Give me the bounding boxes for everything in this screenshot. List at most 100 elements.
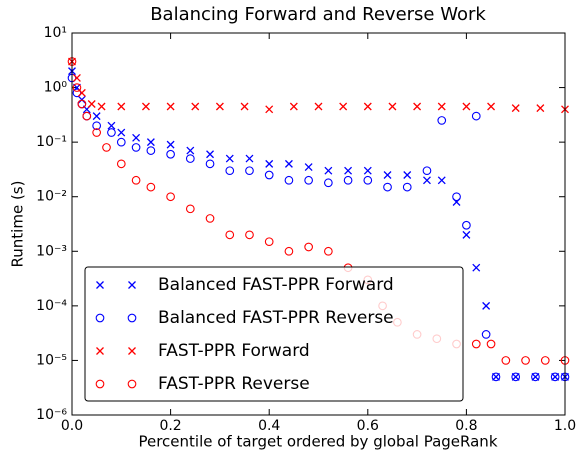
x-marker-stroke <box>314 102 323 111</box>
x-marker-stroke <box>413 102 422 111</box>
x-marker-stroke <box>206 150 214 159</box>
x-tick-label: 0.6 <box>357 418 379 434</box>
x-tick-label: 1.0 <box>554 418 576 434</box>
circle-marker <box>245 166 254 176</box>
x-marker <box>462 102 471 111</box>
circle-marker <box>146 146 156 155</box>
x-marker <box>363 166 372 175</box>
x-marker <box>511 372 520 381</box>
circle-marker <box>471 339 481 349</box>
x-marker <box>117 128 126 137</box>
legend-marker <box>95 313 105 323</box>
x-marker-stroke <box>117 128 126 137</box>
x-marker-stroke <box>265 105 274 114</box>
legend-marker <box>128 347 136 355</box>
x-marker <box>423 176 431 185</box>
y-tick-label: 10⁰ <box>44 80 68 96</box>
x-tick-label: 0.8 <box>455 418 477 434</box>
x-marker-stroke <box>265 159 274 168</box>
x-marker <box>166 140 175 149</box>
y-tick-label: 10⁻⁶ <box>36 407 67 423</box>
x-marker-stroke <box>536 104 545 113</box>
x-marker <box>146 138 155 147</box>
circle-marker <box>511 372 521 382</box>
x-marker <box>117 102 126 111</box>
x-marker-stroke <box>482 301 491 310</box>
circle-marker <box>486 339 496 349</box>
x-marker <box>132 133 141 142</box>
legend-marker <box>95 379 105 389</box>
x-marker-stroke <box>551 372 560 381</box>
circle-marker <box>491 372 501 382</box>
x-marker <box>87 100 96 108</box>
x-marker-stroke <box>339 102 348 111</box>
x-marker <box>240 102 249 111</box>
chart-title: Balancing Forward and Reverse Work <box>150 4 486 25</box>
x-marker <box>531 372 540 381</box>
circle-marker <box>471 111 481 121</box>
x-marker <box>191 102 200 111</box>
x-marker <box>141 102 150 111</box>
circle-marker <box>531 372 540 382</box>
circle-marker <box>363 175 373 185</box>
x-marker-stroke <box>96 281 104 289</box>
x-marker-stroke <box>437 176 446 185</box>
x-marker-stroke <box>240 102 249 111</box>
x-marker <box>492 372 500 381</box>
x-marker <box>551 372 560 381</box>
x-marker-stroke <box>289 102 298 111</box>
x-marker-stroke <box>363 166 372 175</box>
x-marker <box>437 102 446 111</box>
circle-marker <box>540 356 550 365</box>
x-marker <box>482 301 491 310</box>
x-marker-stroke <box>304 163 313 171</box>
x-marker <box>437 176 446 185</box>
circle-marker <box>284 175 294 185</box>
circle-marker <box>185 204 195 214</box>
circle-marker <box>72 88 82 98</box>
circle-marker <box>324 178 333 188</box>
y-tick-label: 10¹ <box>44 25 67 41</box>
y-tick-label: 10⁻³ <box>36 243 67 259</box>
legend-marker <box>127 313 137 323</box>
circle-marker <box>304 175 313 185</box>
x-marker-stroke <box>511 372 520 381</box>
legend-label: FAST-PPR Reverse <box>158 374 310 394</box>
circle-marker <box>92 128 101 137</box>
x-marker-stroke <box>72 74 81 82</box>
circle-marker <box>264 170 274 180</box>
circle-marker <box>107 128 116 137</box>
x-marker <box>186 146 195 155</box>
x-marker <box>304 163 313 171</box>
x-marker <box>511 104 520 113</box>
legend-box <box>84 266 464 402</box>
x-marker-stroke <box>141 102 150 111</box>
x-marker <box>97 102 106 111</box>
circle-marker <box>550 372 560 382</box>
circle-marker <box>205 159 215 169</box>
x-marker <box>215 102 224 111</box>
circle-marker <box>116 137 126 147</box>
x-marker <box>403 171 412 179</box>
circle-marker <box>77 99 87 109</box>
x-marker-stroke <box>511 104 520 113</box>
x-marker-stroke <box>128 347 136 355</box>
x-marker-stroke <box>363 102 372 111</box>
x-marker-stroke <box>186 146 195 155</box>
x-marker <box>388 102 397 111</box>
x-marker-stroke <box>423 176 431 185</box>
circle-marker <box>521 356 530 365</box>
x-marker <box>206 150 214 159</box>
x-marker-stroke <box>166 140 175 149</box>
x-marker-stroke <box>132 133 141 142</box>
x-marker <box>92 112 101 121</box>
x-marker <box>383 171 392 179</box>
x-marker-stroke <box>324 166 333 175</box>
x-marker <box>265 105 274 114</box>
x-marker <box>363 102 372 111</box>
circle-marker <box>185 154 195 163</box>
circle-marker <box>102 143 111 152</box>
plot-frame <box>71 32 566 416</box>
x-marker-stroke <box>437 102 446 111</box>
legend-label: Balanced FAST-PPR Forward <box>158 275 394 295</box>
